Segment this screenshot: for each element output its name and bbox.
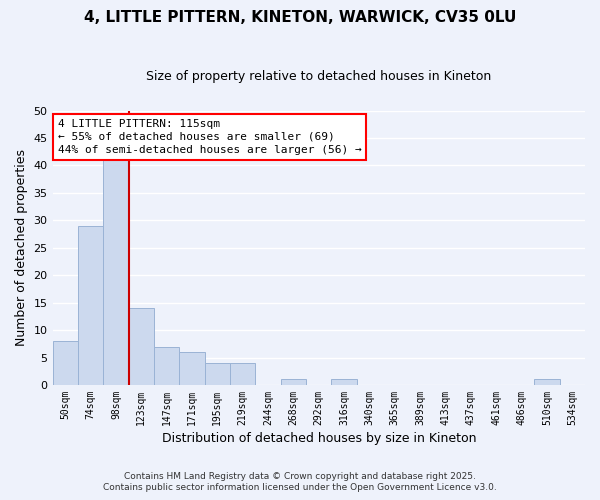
Bar — [78, 226, 103, 385]
Title: Size of property relative to detached houses in Kineton: Size of property relative to detached ho… — [146, 70, 491, 83]
Bar — [230, 363, 256, 385]
Bar — [331, 380, 357, 385]
Bar — [281, 380, 306, 385]
Text: Contains HM Land Registry data © Crown copyright and database right 2025.
Contai: Contains HM Land Registry data © Crown c… — [103, 472, 497, 492]
Y-axis label: Number of detached properties: Number of detached properties — [15, 149, 28, 346]
Bar — [205, 363, 230, 385]
Text: 4 LITTLE PITTERN: 115sqm
← 55% of detached houses are smaller (69)
44% of semi-d: 4 LITTLE PITTERN: 115sqm ← 55% of detach… — [58, 119, 362, 155]
Bar — [53, 341, 78, 385]
Bar — [154, 346, 179, 385]
Text: 4, LITTLE PITTERN, KINETON, WARWICK, CV35 0LU: 4, LITTLE PITTERN, KINETON, WARWICK, CV3… — [84, 10, 516, 25]
Bar — [534, 380, 560, 385]
Bar — [103, 160, 128, 385]
Bar — [179, 352, 205, 385]
X-axis label: Distribution of detached houses by size in Kineton: Distribution of detached houses by size … — [161, 432, 476, 445]
Bar — [128, 308, 154, 385]
